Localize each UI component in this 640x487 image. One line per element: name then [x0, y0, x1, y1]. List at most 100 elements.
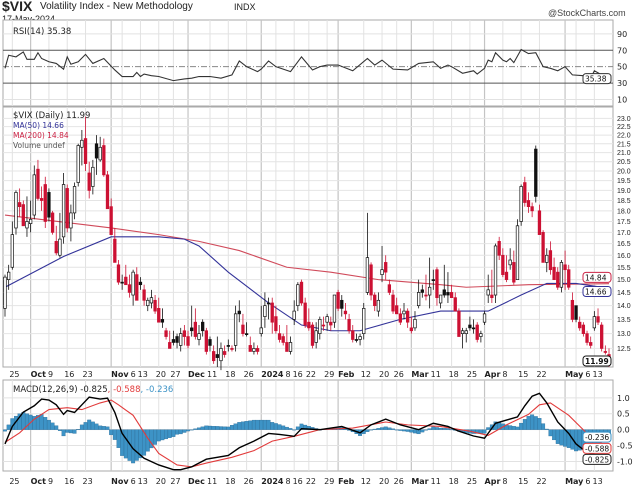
x-tick-label: 26 — [394, 370, 404, 379]
x-tick-label: 20 — [156, 370, 166, 379]
macd-histogram-bar — [211, 426, 216, 430]
candle-body — [409, 327, 413, 332]
macd-histogram-bar — [230, 425, 234, 430]
candle-body — [559, 262, 564, 288]
candle — [47, 188, 51, 222]
candle — [596, 308, 600, 326]
rsi-tick-label: 10 — [617, 95, 627, 104]
candle-body — [552, 266, 556, 280]
candle-body — [530, 206, 534, 212]
candle — [299, 279, 304, 306]
candle — [157, 297, 161, 323]
macd-histogram-bar — [482, 429, 487, 434]
macd-histogram-bar — [134, 429, 139, 461]
x-tick-label: 20 — [156, 477, 166, 486]
macd-histogram-bar — [391, 428, 395, 430]
candle — [54, 225, 58, 256]
candle-body — [332, 294, 337, 323]
candle-body — [497, 241, 501, 256]
x-tick-label: 8 — [502, 370, 507, 379]
candle-body — [534, 148, 538, 197]
candle — [10, 221, 14, 270]
x-tick-label: May — [565, 370, 584, 379]
x-tick-label: 6 — [131, 477, 136, 486]
macd-histogram-bar — [508, 425, 513, 430]
candle-body — [427, 286, 432, 296]
candle-body — [402, 310, 406, 315]
price-tick-label: 18.0 — [617, 208, 631, 215]
candle — [7, 264, 11, 290]
candle — [153, 295, 157, 314]
x-tick-label: 22 — [536, 370, 546, 379]
macd-histogram-bar — [101, 426, 106, 430]
x-tick-label: 6 — [131, 370, 136, 379]
candle-body — [387, 284, 392, 293]
candle-body — [603, 351, 607, 353]
candle — [233, 305, 238, 352]
macd-histogram-bar — [270, 422, 275, 430]
macd-histogram-bar — [87, 419, 92, 430]
candle — [490, 269, 494, 303]
candle — [340, 295, 344, 317]
candle — [127, 274, 132, 298]
macd-histogram-bar — [43, 417, 48, 430]
candle — [168, 330, 172, 349]
candle — [446, 272, 450, 303]
candle — [219, 342, 223, 371]
macd-histogram-bar — [237, 422, 242, 430]
macd-value-label-box — [582, 453, 612, 465]
candle — [36, 159, 40, 201]
macd-tick-label: 1.0 — [617, 394, 630, 403]
candle — [471, 319, 476, 334]
candle — [321, 316, 326, 331]
candle — [288, 336, 293, 355]
candle — [277, 325, 282, 343]
brand-watermark: @StockCharts.com — [548, 8, 626, 18]
candle — [431, 269, 435, 290]
candle — [87, 161, 91, 199]
candle-body — [226, 345, 230, 347]
candle — [3, 274, 7, 317]
candle — [479, 330, 483, 343]
candle — [552, 257, 556, 280]
candle — [482, 311, 487, 326]
candle — [343, 302, 348, 320]
macd-histogram-bar — [123, 429, 128, 459]
candle — [113, 227, 117, 263]
candle-body — [7, 271, 11, 280]
price-tick-label: 16.5 — [617, 241, 631, 248]
candle — [292, 300, 296, 326]
price-value-label-text: 11.99 — [585, 357, 609, 366]
x-tick-label: 12 — [361, 477, 371, 486]
candle — [369, 262, 373, 301]
x-tick-label: 13 — [592, 477, 602, 486]
candle — [171, 330, 176, 346]
macd-histogram-bar — [398, 429, 403, 431]
candle-body — [343, 310, 348, 315]
macd-histogram-bar — [402, 429, 406, 432]
candle-body — [3, 276, 7, 309]
candle — [164, 327, 168, 340]
candle — [76, 143, 80, 187]
candle-body — [168, 342, 172, 349]
macd-histogram-bar — [182, 429, 187, 433]
x-tick-label: 22 — [306, 370, 316, 379]
candle — [475, 322, 479, 343]
candle-body — [241, 324, 245, 334]
candle — [435, 267, 439, 306]
macd-histogram-bar — [200, 426, 205, 430]
macd-histogram-bar — [522, 419, 527, 430]
candle-body — [442, 289, 446, 296]
x-tick-label: Oct — [31, 477, 47, 486]
price-tick-label: 15.5 — [617, 265, 631, 272]
axes: 25 Oct 9 16 23 Nov 6 13 20 27 Dec 11 18 26 2024 8 16 22 29… — [9, 30, 632, 486]
macd-histogram-bar — [394, 429, 399, 431]
candle — [603, 345, 607, 355]
macd-histogram-bar — [50, 422, 55, 430]
candle — [468, 316, 472, 331]
candle-body — [336, 292, 340, 309]
candle — [252, 342, 256, 355]
macd-histogram-bar — [383, 426, 388, 430]
candle — [120, 274, 124, 290]
rsi-tick-label: 90 — [617, 30, 627, 39]
